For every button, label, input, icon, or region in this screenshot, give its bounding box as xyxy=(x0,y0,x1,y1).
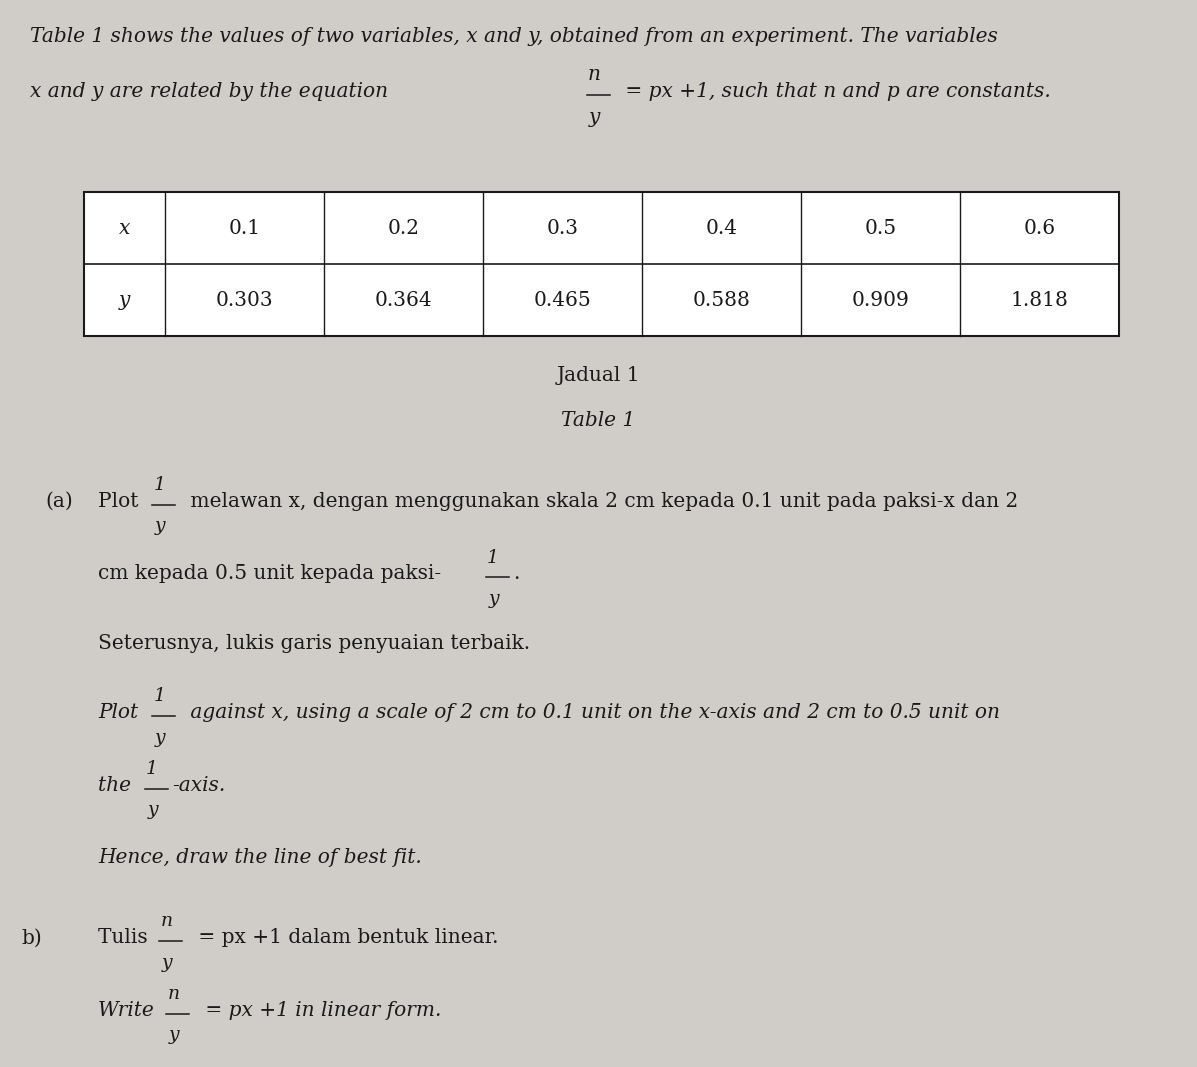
Text: Write: Write xyxy=(98,1001,160,1020)
Text: 0.3: 0.3 xyxy=(547,219,578,238)
Text: y: y xyxy=(169,1026,180,1045)
Text: Plot: Plot xyxy=(98,492,145,511)
Text: the: the xyxy=(98,776,138,795)
Text: y: y xyxy=(154,517,165,536)
Text: 0.909: 0.909 xyxy=(852,290,910,309)
Text: x: x xyxy=(119,219,130,238)
Text: Tulis: Tulis xyxy=(98,928,154,947)
Text: Table 1: Table 1 xyxy=(561,411,636,430)
Text: (a): (a) xyxy=(45,492,73,511)
Text: y: y xyxy=(488,590,499,608)
Text: cm kepada 0.5 unit kepada paksi-: cm kepada 0.5 unit kepada paksi- xyxy=(98,564,442,584)
Text: y: y xyxy=(154,729,165,747)
Text: n: n xyxy=(588,65,601,84)
Text: y: y xyxy=(119,290,130,309)
Text: 0.1: 0.1 xyxy=(229,219,261,238)
Text: Plot: Plot xyxy=(98,703,145,722)
Text: against x, using a scale of 2 cm to 0.1 unit on the x-axis and 2 cm to 0.5 unit : against x, using a scale of 2 cm to 0.1 … xyxy=(184,703,1001,722)
Text: 1: 1 xyxy=(487,548,499,567)
Text: y: y xyxy=(147,801,158,819)
Text: 0.4: 0.4 xyxy=(706,219,737,238)
Text: 1.818: 1.818 xyxy=(1010,290,1069,309)
Text: 1: 1 xyxy=(146,760,158,778)
Text: 0.2: 0.2 xyxy=(388,219,420,238)
Text: = px +1 in linear form.: = px +1 in linear form. xyxy=(199,1001,440,1020)
Text: 1: 1 xyxy=(153,476,165,494)
Text: y: y xyxy=(162,954,172,972)
Text: Hence, draw the line of best fit.: Hence, draw the line of best fit. xyxy=(98,848,421,867)
Text: -axis.: -axis. xyxy=(172,776,225,795)
Text: melawan x, dengan menggunakan skala 2 cm kepada 0.1 unit pada paksi-x dan 2: melawan x, dengan menggunakan skala 2 cm… xyxy=(184,492,1019,511)
Text: n: n xyxy=(160,912,172,930)
Text: .: . xyxy=(514,564,519,584)
Text: = px +1 dalam bentuk linear.: = px +1 dalam bentuk linear. xyxy=(192,928,498,947)
Text: 0.6: 0.6 xyxy=(1023,219,1056,238)
Text: 0.588: 0.588 xyxy=(693,290,751,309)
Text: = px +1, such that n and p are constants.: = px +1, such that n and p are constants… xyxy=(619,82,1051,101)
Text: x and y are related by the equation: x and y are related by the equation xyxy=(30,82,395,101)
Text: Table 1 shows the values of two variables, x and y, obtained from an experiment.: Table 1 shows the values of two variable… xyxy=(30,27,998,46)
Text: 1: 1 xyxy=(153,687,165,705)
Text: n: n xyxy=(168,985,180,1003)
Text: Seterusnya, lukis garis penyuaian terbaik.: Seterusnya, lukis garis penyuaian terbai… xyxy=(98,634,530,653)
Text: b): b) xyxy=(22,928,42,947)
Text: 0.5: 0.5 xyxy=(864,219,897,238)
Text: Jadual 1: Jadual 1 xyxy=(557,366,640,385)
Text: 0.303: 0.303 xyxy=(215,290,273,309)
Text: 0.465: 0.465 xyxy=(534,290,591,309)
Text: y: y xyxy=(589,108,601,127)
Text: 0.364: 0.364 xyxy=(375,290,432,309)
